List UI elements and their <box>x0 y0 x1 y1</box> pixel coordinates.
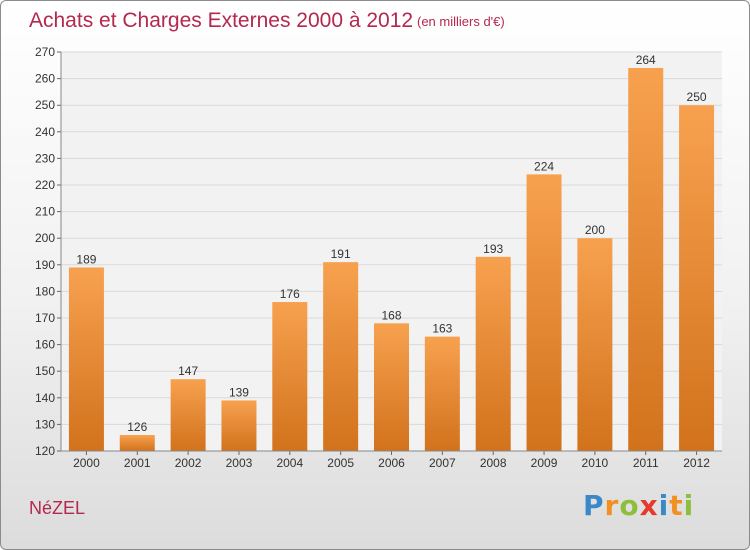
x-tick-label: 2012 <box>683 456 710 470</box>
y-tick-label: 200 <box>35 231 55 245</box>
logo-letter: i <box>658 489 670 522</box>
x-tick-label: 2003 <box>226 456 253 470</box>
bar <box>374 323 409 451</box>
bar <box>170 379 206 451</box>
y-tick-label: 230 <box>35 151 55 165</box>
chart-unit: (en milliers d'€) <box>417 14 505 29</box>
y-tick-label: 250 <box>35 98 55 112</box>
x-tick-label: 2010 <box>582 456 609 470</box>
proxiti-logo[interactable]: Proxiti <box>583 489 694 522</box>
x-tick-label: 2000 <box>73 456 100 470</box>
bar-value-label: 168 <box>381 308 401 322</box>
bar <box>221 400 257 451</box>
chart-title: Achats et Charges Externes 2000 à 2012 <box>29 9 414 32</box>
logo-letter: o <box>619 489 640 522</box>
x-tick-label: 2008 <box>480 456 507 470</box>
logo-letter: P <box>583 489 605 522</box>
bar <box>68 267 104 451</box>
logo-letter: i <box>683 489 695 522</box>
y-tick-label: 260 <box>35 72 55 86</box>
bar-value-label: 126 <box>127 420 147 434</box>
y-tick-label: 270 <box>35 45 55 59</box>
bar <box>577 238 613 451</box>
bar-value-label: 139 <box>229 385 249 399</box>
commune-name: NéZEL <box>29 498 86 518</box>
y-tick-label: 170 <box>35 311 55 325</box>
logo-letter: t <box>669 489 684 522</box>
y-tick-label: 160 <box>35 338 55 352</box>
x-tick-label: 2002 <box>175 456 202 470</box>
bar <box>119 435 155 451</box>
bar-value-label: 176 <box>280 287 300 301</box>
bar <box>323 262 359 451</box>
x-tick-label: 2007 <box>429 456 456 470</box>
bar <box>475 256 511 451</box>
x-tick-label: 2005 <box>327 456 354 470</box>
bar <box>679 105 715 451</box>
bar-value-label: 191 <box>331 247 351 261</box>
logo-letter: r <box>604 489 620 522</box>
logo-letter: x <box>639 489 659 522</box>
bar-value-label: 163 <box>432 322 452 336</box>
bar-value-label: 200 <box>585 223 605 237</box>
x-tick-label: 2006 <box>378 456 405 470</box>
y-tick-label: 190 <box>35 258 55 272</box>
y-tick-label: 220 <box>35 178 55 192</box>
bar <box>526 174 562 452</box>
bar-value-label: 250 <box>687 90 707 104</box>
x-tick-label: 2001 <box>124 456 151 470</box>
bar-value-label: 264 <box>636 53 656 67</box>
x-tick-label: 2009 <box>531 456 558 470</box>
bar-value-label: 224 <box>534 159 554 173</box>
y-tick-label: 240 <box>35 125 55 139</box>
bar-value-label: 193 <box>483 242 503 256</box>
x-tick-label: 2004 <box>276 456 303 470</box>
bar <box>628 67 664 452</box>
y-tick-label: 180 <box>35 284 55 298</box>
bar <box>272 302 308 451</box>
x-tick-label: 2011 <box>633 456 659 470</box>
y-tick-label: 130 <box>35 417 55 431</box>
y-tick-label: 120 <box>35 444 55 458</box>
bar <box>424 336 460 451</box>
y-tick-label: 140 <box>35 391 55 405</box>
y-tick-label: 210 <box>35 205 55 219</box>
y-tick-label: 150 <box>35 364 55 378</box>
bar-value-label: 147 <box>178 364 198 378</box>
bar-value-label: 189 <box>76 252 96 266</box>
